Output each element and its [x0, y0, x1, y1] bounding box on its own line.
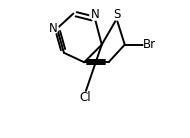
Circle shape [112, 10, 122, 20]
Text: N: N [49, 22, 57, 35]
Circle shape [48, 23, 58, 34]
Text: Br: Br [142, 38, 156, 51]
Circle shape [144, 39, 154, 50]
Text: S: S [113, 8, 120, 21]
Text: N: N [91, 8, 99, 21]
Circle shape [80, 92, 91, 103]
Circle shape [90, 10, 100, 20]
Text: Cl: Cl [80, 91, 91, 104]
